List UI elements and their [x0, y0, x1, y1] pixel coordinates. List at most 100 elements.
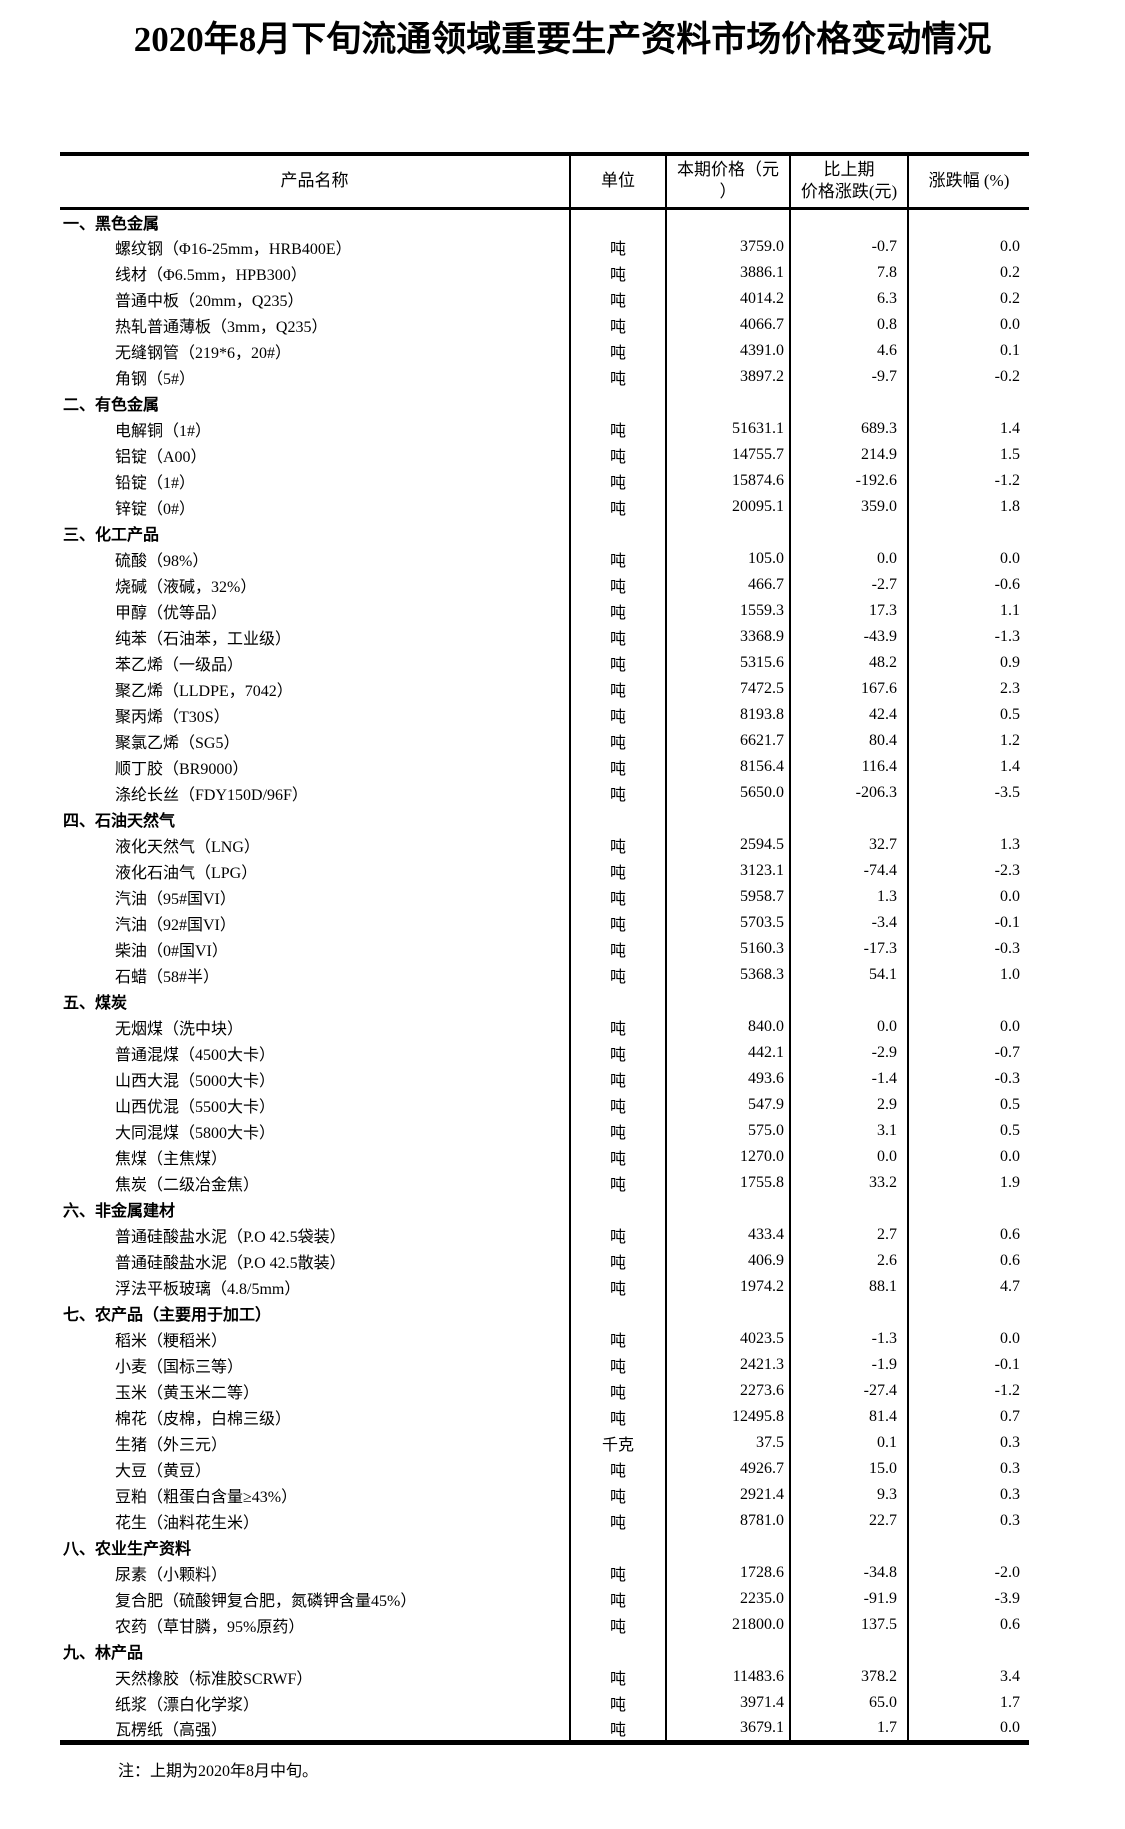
table-row: 豆粕（粗蛋白含量≥43%）吨 2921.4 9.3 0.3 — [60, 1482, 1029, 1508]
price-cell: 8156.4 — [666, 754, 791, 780]
table-row: 热轧普通薄板（3mm，Q235）吨 4066.7 0.8 0.0 — [60, 312, 1029, 338]
change-cell: 54.1 — [790, 962, 909, 988]
product-name-cell: 普通混煤（4500大卡） — [60, 1040, 571, 1066]
pct-cell: 4.7 — [1000, 1278, 1020, 1295]
unit-cell: 吨 — [570, 364, 667, 390]
price-cell: 3368.9 — [666, 624, 791, 650]
product-name-cell: 涤纶长丝（FDY150D/96F） — [60, 780, 571, 806]
section-row: 八、农业生产资料 — [60, 1534, 1029, 1560]
pct-cell: -1.2 — [994, 472, 1020, 489]
header-unit: 单位 — [570, 154, 667, 208]
pct-cell: 0.3 — [1000, 1512, 1020, 1529]
change-cell: 15.0 — [790, 1456, 909, 1482]
unit-cell: 吨 — [570, 1456, 667, 1482]
unit-cell: 吨 — [570, 1014, 667, 1040]
pct-cell: 0.0 — [1000, 1330, 1020, 1347]
price-cell — [666, 1534, 791, 1560]
unit-cell: 吨 — [570, 572, 667, 598]
change-cell: -1.3 — [790, 1326, 909, 1352]
table-row: 尿素（小颗料）吨 1728.6 -34.8 -2.0 — [60, 1560, 1029, 1586]
change-cell: 33.2 — [790, 1170, 909, 1196]
header-price-change: 比上期 价格涨跌(元) — [790, 154, 909, 208]
pct-cell: 1.4 — [1000, 420, 1020, 437]
change-cell: -192.6 — [790, 468, 909, 494]
change-cell: 80.4 — [790, 728, 909, 754]
price-cell: 3759.0 — [666, 234, 791, 260]
pct-cell — [908, 208, 1029, 234]
unit-cell: 吨 — [570, 312, 667, 338]
change-cell: 378.2 — [790, 1664, 909, 1690]
unit-cell: 吨 — [570, 234, 667, 260]
unit-cell: 吨 — [570, 1092, 667, 1118]
unit-cell: 吨 — [570, 884, 667, 910]
price-cell: 21800.0 — [666, 1612, 791, 1638]
pct-cell: 0.0 — [1000, 550, 1020, 567]
price-cell: 2421.3 — [666, 1352, 791, 1378]
pct-cell: -1.3 — [994, 628, 1020, 645]
price-cell: 3123.1 — [666, 858, 791, 884]
table-row: 聚丙烯（T30S）吨 8193.8 42.4 0.5 — [60, 702, 1029, 728]
product-name-cell: 瓦楞纸（高强） — [60, 1716, 571, 1743]
change-cell: 137.5 — [790, 1612, 909, 1638]
product-name-cell: 电解铜（1#） — [60, 416, 571, 442]
table-row: 石蜡（58#半）吨 5368.3 54.1 1.0 — [60, 962, 1029, 988]
change-cell: 3.1 — [790, 1118, 909, 1144]
product-name-cell: 一、黑色金属 — [60, 208, 571, 234]
header-change-percent: 涨跌幅 (%) — [928, 171, 1010, 191]
price-cell: 2921.4 — [666, 1482, 791, 1508]
table-row: 玉米（黄玉米二等）吨 2273.6 -27.4 -1.2 — [60, 1378, 1029, 1404]
pct-cell: 0.0 — [1000, 1148, 1020, 1165]
pct-cell: -3.5 — [994, 784, 1020, 801]
price-cell — [666, 1638, 791, 1664]
unit-cell: 吨 — [570, 728, 667, 754]
pct-cell: -2.3 — [994, 862, 1020, 879]
change-cell: 214.9 — [790, 442, 909, 468]
unit-cell — [570, 1300, 667, 1326]
unit-cell: 吨 — [570, 286, 667, 312]
product-name-cell: 聚丙烯（T30S） — [60, 702, 571, 728]
change-cell: 167.6 — [790, 676, 909, 702]
unit-cell: 吨 — [570, 546, 667, 572]
product-name-cell: 九、林产品 — [60, 1638, 571, 1664]
table-row: 汽油（92#国VI）吨 5703.5 -3.4 -0.1 — [60, 910, 1029, 936]
change-cell — [790, 1638, 909, 1664]
price-cell: 5958.7 — [666, 884, 791, 910]
change-cell — [790, 208, 909, 234]
unit-cell: 吨 — [570, 1560, 667, 1586]
pct-cell: 0.3 — [1000, 1486, 1020, 1503]
pct-cell — [908, 390, 1029, 416]
pct-cell: 1.7 — [1000, 1694, 1020, 1711]
price-cell — [666, 208, 791, 234]
product-name-cell: 顺丁胶（BR9000） — [60, 754, 571, 780]
price-cell: 5703.5 — [666, 910, 791, 936]
price-cell: 4066.7 — [666, 312, 791, 338]
price-cell: 466.7 — [666, 572, 791, 598]
product-name-cell: 棉花（皮棉，白棉三级） — [60, 1404, 571, 1430]
product-name-cell: 天然橡胶（标准胶SCRWF） — [60, 1664, 571, 1690]
product-name-cell: 六、非金属建材 — [60, 1196, 571, 1222]
price-cell: 4926.7 — [666, 1456, 791, 1482]
unit-cell — [570, 988, 667, 1014]
table-row: 汽油（95#国VI）吨 5958.7 1.3 0.0 — [60, 884, 1029, 910]
price-cell: 3897.2 — [666, 364, 791, 390]
change-cell: 2.7 — [790, 1222, 909, 1248]
table-row: 普通中板（20mm，Q235）吨 4014.2 6.3 0.2 — [60, 286, 1029, 312]
price-cell: 5368.3 — [666, 962, 791, 988]
table-row: 稻米（粳稻米）吨 4023.5 -1.3 0.0 — [60, 1326, 1029, 1352]
unit-cell: 吨 — [570, 1482, 667, 1508]
product-name-cell: 锌锭（0#） — [60, 494, 571, 520]
price-cell: 3886.1 — [666, 260, 791, 286]
price-cell: 4014.2 — [666, 286, 791, 312]
price-cell — [666, 1196, 791, 1222]
table-row: 山西优混（5500大卡）吨 547.9 2.9 0.5 — [60, 1092, 1029, 1118]
unit-cell: 吨 — [570, 858, 667, 884]
price-cell: 5160.3 — [666, 936, 791, 962]
price-cell — [666, 988, 791, 1014]
price-cell: 1728.6 — [666, 1560, 791, 1586]
product-name-cell: 稻米（粳稻米） — [60, 1326, 571, 1352]
price-cell: 4023.5 — [666, 1326, 791, 1352]
pct-cell: 0.5 — [1000, 706, 1020, 723]
table-row: 山西大混（5000大卡）吨 493.6 -1.4 -0.3 — [60, 1066, 1029, 1092]
product-name-cell: 农药（草甘膦，95%原药） — [60, 1612, 571, 1638]
